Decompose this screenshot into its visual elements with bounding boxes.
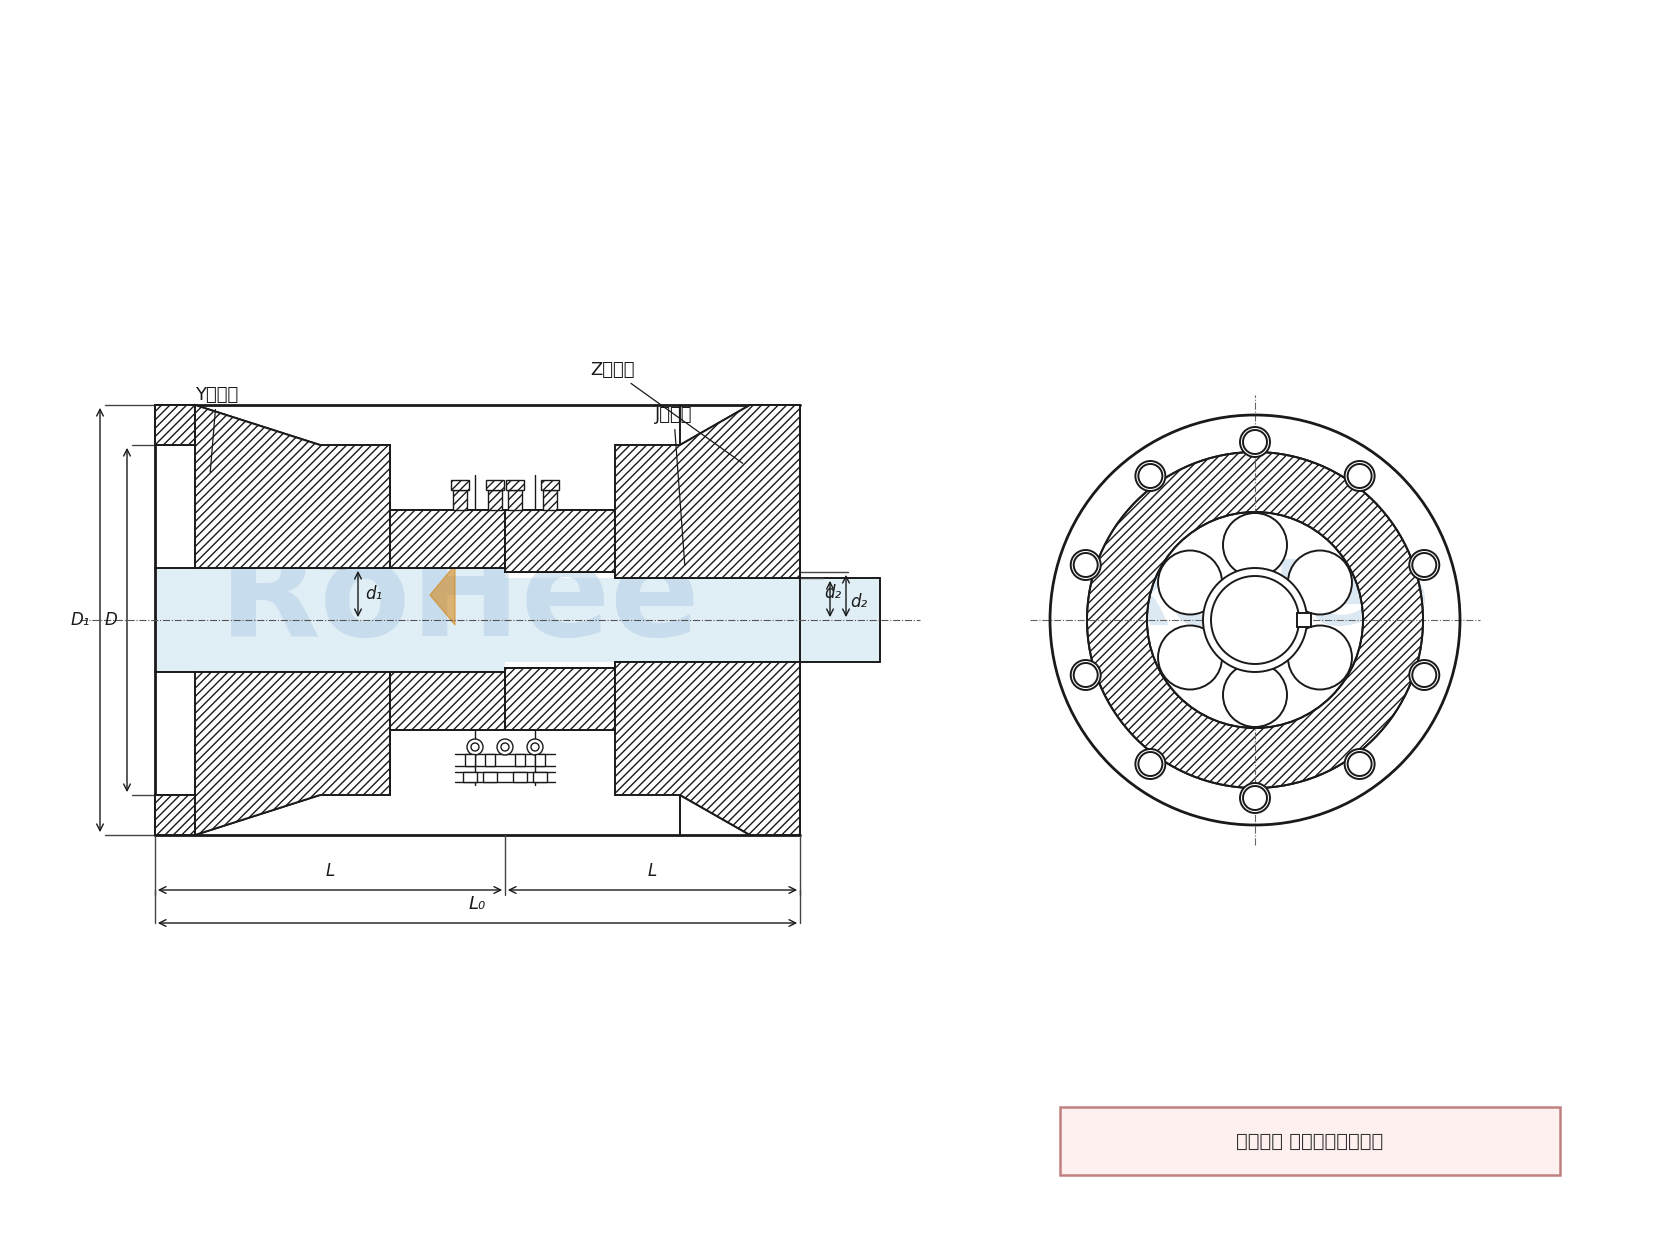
Polygon shape [155,795,195,835]
Circle shape [1139,464,1163,488]
Circle shape [501,743,509,751]
Bar [465,753,475,766]
Polygon shape [541,480,559,490]
Circle shape [1413,663,1436,687]
Polygon shape [543,490,558,510]
Circle shape [1410,660,1440,690]
Circle shape [1070,660,1100,690]
Polygon shape [390,672,506,730]
Bar [1297,614,1310,627]
Text: Y型轴孔: Y型轴孔 [195,386,239,472]
Bar [1060,1108,1561,1176]
Polygon shape [195,672,390,835]
Circle shape [1344,748,1374,779]
Text: d₂: d₂ [823,583,842,602]
Polygon shape [486,480,504,490]
Circle shape [1074,553,1097,577]
Text: 版权所有 侵权必被严厉追究: 版权所有 侵权必被严厉追究 [1236,1131,1384,1150]
Text: D₁: D₁ [71,611,91,629]
Circle shape [1203,568,1307,672]
Polygon shape [430,564,455,625]
Circle shape [1240,427,1270,457]
Circle shape [497,740,512,755]
Polygon shape [507,490,522,510]
Circle shape [1136,748,1166,779]
Bar [533,772,548,782]
Polygon shape [506,668,615,730]
Circle shape [1136,461,1166,491]
Text: RoHee: RoHee [218,537,701,664]
Bar [512,772,528,782]
Circle shape [1243,430,1267,454]
Polygon shape [487,490,502,510]
Polygon shape [450,480,469,490]
Bar [484,772,497,782]
Bar [486,753,496,766]
Circle shape [1211,576,1299,664]
Circle shape [1223,513,1287,577]
Polygon shape [155,404,195,445]
Text: D: D [104,611,118,629]
Circle shape [1074,663,1097,687]
Text: Z型轴孔: Z型轴孔 [590,362,743,464]
Circle shape [470,743,479,751]
Text: J型轴孔: J型轴孔 [655,406,692,566]
Text: L₀: L₀ [469,895,486,913]
Bar [534,753,544,766]
Circle shape [1289,625,1352,689]
Polygon shape [506,510,615,572]
Polygon shape [506,480,524,490]
Circle shape [1413,553,1436,577]
Circle shape [1240,782,1270,813]
Circle shape [1139,752,1163,776]
Circle shape [1289,551,1352,615]
Text: RoHee: RoHee [1100,556,1430,644]
Polygon shape [390,510,506,568]
Bar [506,578,880,662]
Circle shape [528,740,543,755]
Circle shape [1243,786,1267,810]
Text: d₂: d₂ [850,593,867,611]
Circle shape [1158,551,1221,615]
Text: d₁: d₁ [365,585,381,604]
Bar [155,568,506,672]
Polygon shape [454,490,467,510]
Text: L: L [648,862,657,879]
Wedge shape [1087,452,1423,788]
Circle shape [1158,625,1221,689]
Circle shape [1070,551,1100,580]
Circle shape [1347,752,1371,776]
Bar [464,772,477,782]
Circle shape [1347,464,1371,488]
Circle shape [1410,551,1440,580]
Circle shape [1223,663,1287,727]
Polygon shape [615,404,800,578]
Text: L: L [326,862,334,879]
Bar [516,753,526,766]
Circle shape [1344,461,1374,491]
Circle shape [467,740,484,755]
Circle shape [531,743,539,751]
Polygon shape [615,662,800,835]
Polygon shape [195,404,390,568]
